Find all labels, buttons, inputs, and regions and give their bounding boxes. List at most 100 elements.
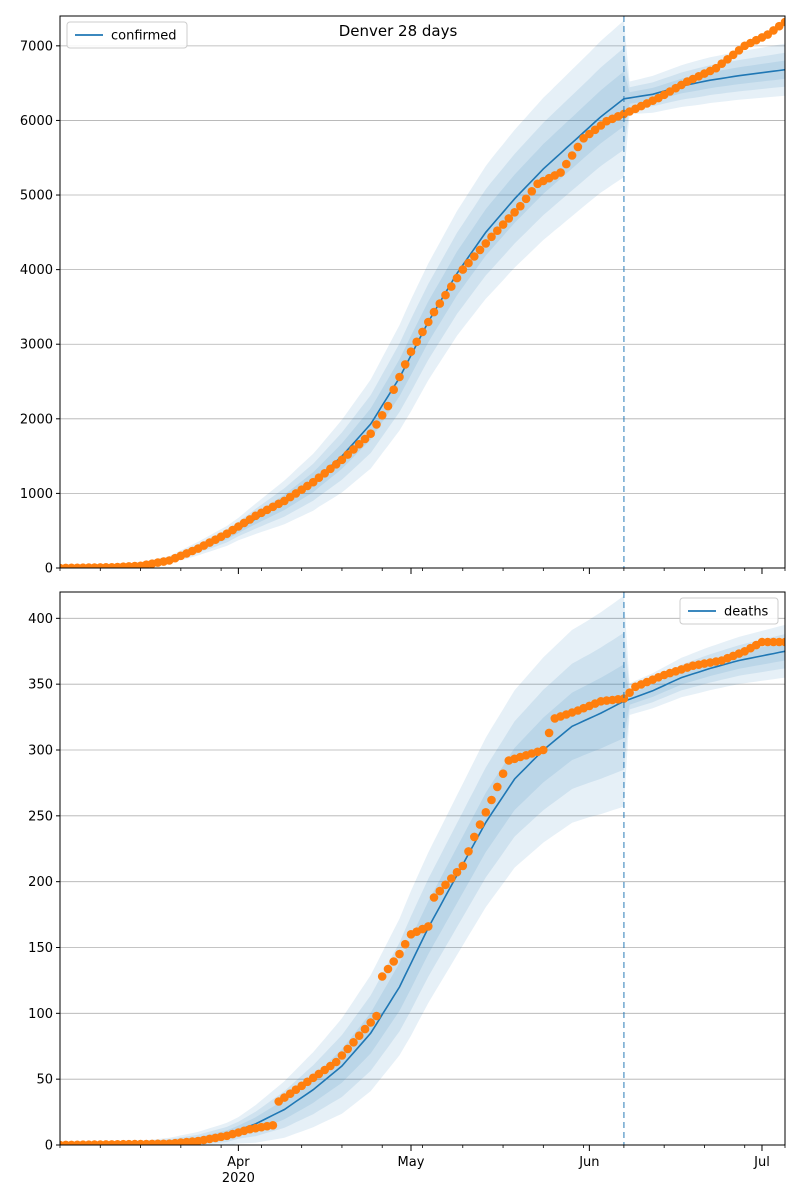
observed-point: [573, 142, 583, 152]
observed-point: [527, 187, 537, 196]
observed-point: [487, 232, 496, 242]
observed-point: [470, 832, 479, 842]
observed-point: [516, 201, 525, 211]
observed-point: [360, 434, 370, 444]
y-tick-label: 3000: [20, 338, 53, 353]
observed-point: [366, 1018, 376, 1027]
observed-point: [464, 847, 473, 856]
uncertainty-band: [60, 632, 785, 1145]
observed-point: [366, 429, 376, 439]
observed-point: [429, 893, 439, 902]
observed-point: [544, 728, 554, 738]
observed-point: [383, 401, 393, 411]
y-tick-label: 1000: [20, 487, 53, 502]
observed-point: [464, 258, 473, 268]
y-tick-label: 2000: [20, 412, 53, 427]
confirmed-legend: confirmed: [66, 21, 188, 49]
y-tick-label: 50: [36, 1073, 53, 1088]
observed-point: [493, 226, 502, 235]
observed-point: [452, 273, 462, 283]
figure-title: Denver 28 days: [339, 22, 458, 40]
uncertainty-bands: [60, 595, 785, 1145]
observed-point: [435, 299, 445, 308]
observed-point: [383, 964, 393, 974]
observed-point: [331, 1057, 341, 1067]
y-tick-label: 150: [28, 941, 53, 956]
observed-point: [498, 769, 508, 778]
observed-point: [625, 688, 634, 697]
x-tick-label: Jun: [578, 1155, 599, 1170]
observed-point: [780, 637, 785, 647]
y-tick-label: 7000: [20, 39, 53, 54]
observed-point: [372, 1011, 381, 1021]
y-tick-label: 300: [28, 744, 53, 759]
observed-point: [372, 420, 381, 429]
y-tick-label: 6000: [20, 114, 53, 129]
observed-point: [268, 1121, 278, 1130]
uncertainty-bands: [60, 20, 785, 568]
uncertainty-band: [60, 595, 785, 1145]
observed-point: [504, 214, 514, 223]
legend-label: confirmed: [111, 29, 177, 44]
observed-point: [395, 949, 404, 959]
y-tick-label: 200: [28, 875, 53, 890]
observed-point: [429, 307, 439, 317]
observed-point: [539, 745, 548, 755]
observed-point: [349, 1038, 358, 1047]
observed-point: [400, 939, 410, 949]
observed-point: [780, 17, 785, 27]
observed-point: [354, 1031, 364, 1040]
observed-point: [493, 782, 502, 792]
observed-point: [400, 360, 410, 369]
y-tick-label: 0: [45, 562, 53, 577]
observed-point: [447, 874, 456, 883]
observed-point: [406, 347, 416, 357]
observed-point: [452, 867, 462, 877]
observed-point: [458, 861, 468, 871]
observed-point: [389, 385, 399, 395]
legend-box: [679, 597, 779, 625]
observed-point: [487, 795, 496, 805]
observed-point: [475, 820, 485, 829]
observed-point: [475, 245, 485, 255]
observed-point: [354, 439, 364, 449]
observed-point: [360, 1024, 370, 1034]
uncertainty-band: [60, 60, 785, 568]
observed-point: [567, 151, 577, 160]
observed-point: [510, 208, 519, 217]
observed-point: [343, 450, 353, 459]
y-tick-label: 250: [28, 809, 53, 824]
uncertainty-band: [60, 47, 785, 568]
observed-point: [389, 957, 399, 966]
observed-point: [556, 168, 565, 177]
observed-point: [521, 194, 531, 204]
observed-point: [441, 290, 450, 300]
observed-point: [412, 337, 422, 347]
uncertainty-band: [60, 20, 785, 568]
observed-point: [395, 372, 404, 382]
observed-point: [562, 159, 571, 169]
observed-points: [60, 17, 785, 568]
observed-point: [435, 886, 445, 896]
observed-point: [337, 1051, 347, 1060]
y-tick-label: 100: [28, 1007, 53, 1022]
observed-point: [337, 455, 347, 465]
observed-point: [343, 1044, 353, 1054]
observed-point: [377, 972, 387, 981]
observed-point: [728, 50, 738, 60]
observed-point: [498, 220, 508, 229]
observed-point: [481, 239, 491, 248]
y-tick-label: 350: [28, 678, 53, 693]
y-tick-label: 0: [45, 1139, 53, 1154]
observed-point: [424, 317, 433, 327]
observed-point: [481, 808, 491, 817]
x-tick-year-label: 2020: [222, 1171, 255, 1186]
observed-point: [349, 445, 358, 454]
observed-point: [418, 327, 427, 337]
confirmed-chart-panel: 0 1000 2000 3000 4000 5000 6000 7000 confirmed: [20, 15, 786, 577]
observed-points: [60, 637, 785, 1145]
observed-point: [458, 265, 468, 274]
observed-point: [326, 464, 335, 474]
